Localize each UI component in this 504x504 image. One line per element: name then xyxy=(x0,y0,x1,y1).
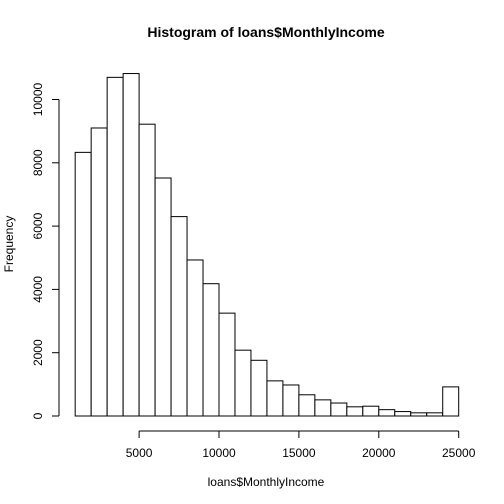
y-tick-label: 0 xyxy=(31,412,45,419)
histogram-bar-20 xyxy=(378,409,396,417)
histogram-bar-4 xyxy=(122,73,140,417)
y-axis-label: Frequency xyxy=(2,216,16,273)
histogram-bar-10 xyxy=(218,312,236,417)
x-tick-label: 10000 xyxy=(202,446,236,460)
x-axis-label: loans$MonthlyIncome xyxy=(208,475,325,489)
histogram-bar-14 xyxy=(282,384,300,417)
histogram-bar-2 xyxy=(90,127,108,417)
y-tick-label: 2000 xyxy=(31,339,45,366)
histogram-bar-17 xyxy=(330,402,348,417)
bars-group xyxy=(74,73,460,417)
histogram-bar-11 xyxy=(234,349,252,417)
x-tick-label: 15000 xyxy=(282,446,316,460)
x-axis: 5000 10000 15000 20000 25000 xyxy=(126,430,476,460)
y-axis: 0 2000 4000 6000 8000 10000 xyxy=(31,82,60,419)
y-tick-label: 6000 xyxy=(31,212,45,239)
chart-title: Histogram of loans$MonthlyIncome xyxy=(147,24,384,40)
histogram-bar-18 xyxy=(346,406,364,417)
histogram-bar-23 xyxy=(426,412,444,417)
histogram-bar-8 xyxy=(186,259,204,417)
histogram-bar-15 xyxy=(298,394,316,417)
histogram-bar-5 xyxy=(138,123,156,417)
histogram-bar-12 xyxy=(250,359,268,417)
y-tick-label: 10000 xyxy=(31,82,45,116)
x-tick-label: 25000 xyxy=(442,446,476,460)
histogram-bar-9 xyxy=(202,283,220,417)
histogram-bar-16 xyxy=(314,399,332,417)
x-tick-label: 20000 xyxy=(362,446,396,460)
histogram-bar-19 xyxy=(362,405,380,417)
histogram-bar-1 xyxy=(74,151,92,417)
histogram-bar-21 xyxy=(394,411,412,417)
histogram-bar-7 xyxy=(170,216,188,417)
histogram-bar-3 xyxy=(106,76,124,417)
histogram-bar-13 xyxy=(266,380,284,417)
y-tick-label: 8000 xyxy=(31,149,45,176)
histogram-bar-6 xyxy=(154,177,172,417)
x-tick-label: 5000 xyxy=(126,446,153,460)
y-tick-label: 4000 xyxy=(31,276,45,303)
histogram-bar-24 xyxy=(442,386,460,417)
histogram-bar-22 xyxy=(410,412,428,417)
